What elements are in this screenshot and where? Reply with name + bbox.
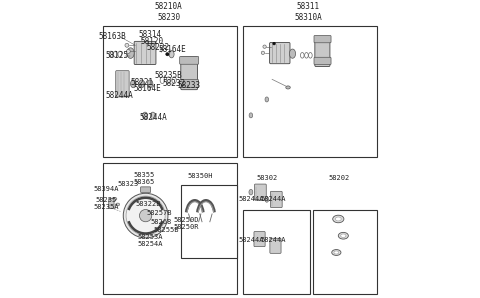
Text: 58268: 58268 [151,219,172,225]
Text: 58120: 58120 [141,37,164,46]
Bar [181,185,237,257]
Text: 58235B: 58235B [154,71,182,80]
Ellipse shape [286,86,290,89]
Ellipse shape [332,249,341,255]
Ellipse shape [341,234,346,238]
Ellipse shape [338,232,348,239]
Ellipse shape [150,112,156,119]
Ellipse shape [127,48,134,58]
FancyBboxPatch shape [134,41,156,65]
FancyBboxPatch shape [254,184,266,200]
Text: 58244A: 58244A [239,196,264,202]
FancyBboxPatch shape [116,71,129,97]
Text: 58311
58310A: 58311 58310A [295,2,322,21]
Bar [103,163,237,294]
Bar [243,210,310,294]
Text: 58394A: 58394A [94,186,119,192]
Text: 58322B: 58322B [136,201,161,207]
Text: 58350H: 58350H [188,173,213,179]
Text: 58202: 58202 [328,175,350,181]
FancyBboxPatch shape [141,187,151,193]
Ellipse shape [116,203,120,206]
FancyBboxPatch shape [314,57,331,65]
Circle shape [125,43,129,47]
Text: 58244A: 58244A [139,113,167,122]
Text: 58250D
58250R: 58250D 58250R [174,217,199,230]
Text: 58253A
58254A: 58253A 58254A [137,234,163,247]
Circle shape [126,196,165,235]
Ellipse shape [336,217,341,221]
Bar [103,26,237,157]
FancyBboxPatch shape [180,56,199,64]
Text: 58235
58235A: 58235 58235A [94,197,119,210]
Text: 58355
58365: 58355 58365 [134,172,155,185]
Text: 58257B: 58257B [146,210,172,216]
Ellipse shape [333,215,344,223]
FancyBboxPatch shape [180,80,199,87]
FancyBboxPatch shape [254,232,265,247]
Text: 58221: 58221 [130,78,153,87]
Ellipse shape [249,189,253,195]
FancyBboxPatch shape [270,43,290,64]
Bar [243,26,377,157]
Text: 58164E: 58164E [158,45,186,54]
Text: 58244A: 58244A [239,237,264,243]
Circle shape [273,42,276,45]
Text: 58233: 58233 [178,81,201,90]
Ellipse shape [113,198,117,200]
Bar [312,210,377,294]
Text: 58255B: 58255B [153,227,179,233]
Circle shape [261,51,264,55]
Text: 58244A: 58244A [106,91,133,100]
Circle shape [126,49,130,53]
Circle shape [123,193,168,238]
Text: 58222: 58222 [147,43,170,52]
Text: 58314: 58314 [139,30,162,39]
Circle shape [263,45,266,48]
Text: 58210A
58230: 58210A 58230 [155,2,183,21]
Ellipse shape [169,51,174,58]
FancyBboxPatch shape [109,198,114,208]
FancyBboxPatch shape [270,238,281,253]
Text: 58163B: 58163B [98,32,126,41]
Text: 58125: 58125 [105,51,128,60]
Ellipse shape [147,80,153,88]
Ellipse shape [334,251,339,254]
Circle shape [166,52,169,56]
Text: 58302: 58302 [257,175,278,181]
Text: 58323: 58323 [117,181,138,187]
Text: 58244A: 58244A [260,237,286,243]
Ellipse shape [265,197,269,202]
Ellipse shape [249,113,252,118]
Ellipse shape [265,97,269,102]
Ellipse shape [131,80,136,88]
Ellipse shape [139,80,144,88]
Text: 58244A: 58244A [260,196,286,202]
Circle shape [140,209,152,222]
FancyBboxPatch shape [270,191,282,207]
Text: 58164E: 58164E [133,84,161,93]
FancyBboxPatch shape [181,57,198,90]
FancyBboxPatch shape [315,36,330,66]
Text: 58232: 58232 [163,79,186,88]
Ellipse shape [143,112,147,119]
FancyBboxPatch shape [314,35,331,43]
Ellipse shape [289,49,296,58]
